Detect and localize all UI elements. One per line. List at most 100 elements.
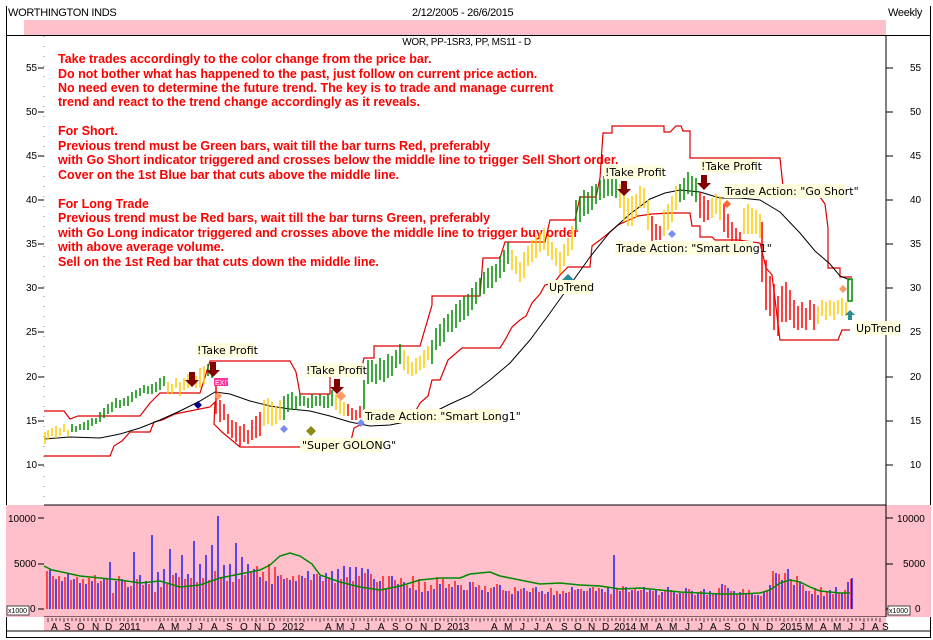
svg-text:A: A (710, 622, 717, 633)
svg-text:D: D (268, 622, 275, 633)
trading-rules-text: Take trades accordingly to the color cha… (57, 52, 619, 269)
down-arrow-icon (185, 372, 199, 387)
chart-subtitle: WOR, PP-1SR3, PP, MS11 - D (402, 37, 531, 48)
down-arrow-icon (617, 181, 631, 196)
diamond-icon (336, 391, 346, 401)
svg-text:10000: 10000 (8, 514, 36, 525)
svg-text:10: 10 (910, 460, 922, 471)
svg-text:O: O (405, 622, 413, 633)
svg-text:D: D (105, 622, 112, 633)
svg-text:For Long Trade: For Long Trade (58, 197, 149, 211)
svg-text:40: 40 (910, 195, 922, 206)
svg-text:O: O (240, 622, 248, 633)
svg-text:J: J (698, 622, 703, 633)
diamond-icon (357, 419, 365, 427)
svg-text:with Go Long indicator trigger: with Go Long indicator triggered and cro… (57, 226, 578, 240)
svg-text:"Super GOLONG": "Super GOLONG" (302, 439, 396, 452)
svg-text:with above average volume.: with above average volume. (57, 240, 224, 254)
svg-text:2011: 2011 (119, 622, 141, 633)
svg-text:N: N (752, 622, 759, 633)
down-arrow-icon (330, 379, 344, 394)
svg-text:A: A (820, 622, 827, 633)
svg-text:EXIT: EXIT (215, 380, 231, 387)
svg-text:30: 30 (910, 283, 922, 294)
svg-text:Cover on the 1st Blue bar tha: Cover on the 1st Blue bar that cuts abov… (58, 168, 399, 182)
price-axis-left: 55 50 45 40 35 30 25 20 15 10 (26, 63, 44, 471)
symbol-name: WORTHINGTON INDS (8, 7, 117, 19)
svg-text:10000: 10000 (897, 514, 925, 525)
chart-window (6, 6, 931, 638)
svg-text:J: J (848, 622, 853, 633)
svg-text:A: A (378, 622, 385, 633)
lower-band-line (44, 212, 850, 457)
annotation-labels: !Take Profit !Take Profit !Take Profit !… (195, 159, 901, 452)
svg-text:20: 20 (910, 372, 922, 383)
period-label: Weekly (888, 7, 923, 19)
svg-text:M: M (504, 622, 512, 633)
svg-text:!Take Profit: !Take Profit (701, 160, 763, 173)
svg-text:40: 40 (26, 195, 38, 206)
svg-text:A: A (325, 622, 332, 633)
svg-text:M: M (640, 622, 648, 633)
down-arrow-icon (697, 175, 711, 190)
svg-text:Previous trend must be Red bar: Previous trend must be Red bars, wait ti… (58, 211, 490, 225)
svg-text:S: S (392, 622, 399, 633)
diamond-icon (723, 200, 731, 208)
svg-text:5000: 5000 (903, 559, 926, 570)
svg-text:45: 45 (26, 151, 38, 162)
svg-text:No need even to determine the: No need even to determine the future tre… (58, 81, 554, 95)
svg-text:J: J (520, 622, 525, 633)
svg-text:30: 30 (26, 283, 38, 294)
svg-text:2013: 2013 (447, 622, 470, 633)
svg-text:!Take Profit: !Take Profit (197, 344, 259, 357)
svg-text:2015: 2015 (780, 622, 803, 633)
svg-text:J: J (685, 622, 690, 633)
diamond-icon (306, 426, 316, 436)
price-axis-right: 55 50 45 40 35 30 25 20 15 10 (886, 63, 922, 471)
svg-text:10: 10 (26, 460, 38, 471)
svg-text:A: A (51, 622, 58, 633)
svg-text:A: A (491, 622, 498, 633)
time-axis: A S O N D 2011 A M J J A S O N D 2012 A … (6, 617, 931, 633)
svg-text:A: A (158, 622, 165, 633)
svg-text:S: S (882, 622, 889, 633)
volume-ma-line (43, 552, 850, 595)
svg-text:M: M (669, 622, 677, 633)
svg-text:x1000: x1000 (889, 608, 908, 615)
svg-text:A: A (211, 622, 218, 633)
svg-text:D: D (434, 622, 441, 633)
svg-text:Trade Action: "Smart Long1": Trade Action: "Smart Long1" (615, 242, 772, 255)
svg-text:50: 50 (910, 107, 922, 118)
svg-text:S: S (724, 622, 731, 633)
svg-text:J: J (365, 622, 370, 633)
svg-text:S: S (64, 622, 71, 633)
svg-text:M: M (171, 622, 179, 633)
svg-text:A: A (546, 622, 553, 633)
svg-text:M: M (805, 622, 813, 633)
up-arrow-icon (845, 310, 855, 320)
diamond-icon (214, 392, 222, 400)
svg-text:5000: 5000 (14, 559, 37, 570)
svg-text:S: S (561, 622, 568, 633)
svg-text:N: N (588, 622, 595, 633)
diamond-icon (668, 230, 676, 238)
volume-panel (6, 505, 931, 617)
svg-text:55: 55 (910, 63, 922, 74)
svg-text:55: 55 (26, 63, 38, 74)
svg-text:!Take Profit: !Take Profit (605, 166, 667, 179)
svg-text:O: O (574, 622, 582, 633)
svg-text:J: J (187, 622, 192, 633)
svg-text:45: 45 (910, 151, 922, 162)
svg-text:Trade Action: "Go Short": Trade Action: "Go Short" (724, 185, 859, 198)
svg-text:For Short.: For Short. (58, 124, 118, 138)
price-bars (44, 172, 853, 446)
svg-text:S: S (226, 622, 233, 633)
down-arrow-icon (206, 362, 220, 377)
svg-text:D: D (602, 622, 609, 633)
svg-text:with Go Short indicator trigge: with Go Short indicator triggered and cr… (57, 153, 619, 167)
svg-text:15: 15 (26, 416, 38, 427)
svg-text:UpTrend: UpTrend (856, 322, 901, 335)
svg-text:N: N (420, 622, 427, 633)
header-band (24, 20, 886, 35)
